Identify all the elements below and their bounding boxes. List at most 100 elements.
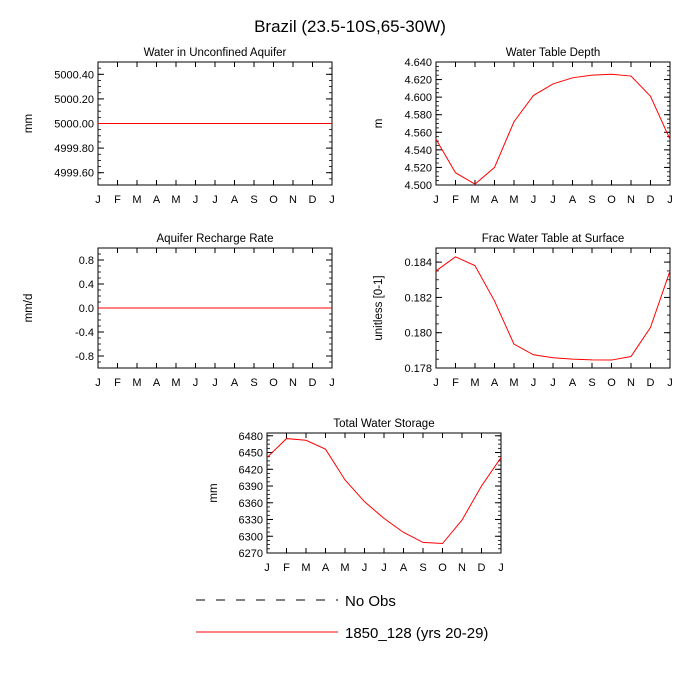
x-tick-label: J	[329, 194, 335, 206]
legend: No Obs 1850_128 (yrs 20-29)	[196, 593, 488, 642]
x-tick-label: A	[569, 377, 577, 389]
y-tick-label: 6300	[239, 531, 263, 543]
y-axis-label: m	[373, 119, 385, 129]
x-tick-label: S	[419, 562, 426, 574]
y-tick-label: 0.182	[404, 292, 432, 304]
x-tick-label: J	[531, 377, 537, 389]
x-tick-label: D	[647, 377, 655, 389]
x-tick-label: J	[381, 562, 387, 574]
y-tick-label: 6420	[239, 464, 263, 476]
x-tick-label: J	[531, 194, 537, 206]
y-tick-label: 6330	[239, 515, 263, 527]
x-tick-label: N	[627, 377, 635, 389]
x-tick-label: J	[433, 194, 439, 206]
series-line-model	[266, 438, 502, 545]
x-tick-label: A	[153, 194, 161, 206]
x-tick-label: J	[264, 562, 270, 574]
y-tick-label: -0.8	[75, 351, 94, 363]
x-tick-label: D	[309, 194, 317, 206]
x-tick-label: A	[231, 194, 239, 206]
y-axis-label: mm	[23, 114, 35, 133]
y-tick-label: 4.540	[404, 145, 432, 157]
x-tick-label: J	[212, 194, 218, 206]
x-tick-label: F	[283, 562, 290, 574]
x-tick-label: D	[478, 562, 486, 574]
y-tick-label: 6390	[239, 481, 263, 493]
x-tick-label: S	[250, 194, 257, 206]
x-tick-label: S	[588, 194, 595, 206]
x-tick-label: A	[231, 377, 239, 389]
panel-title: Frac Water Table at Surface	[482, 233, 625, 245]
x-tick-label: M	[340, 562, 349, 574]
x-tick-label: A	[569, 194, 577, 206]
x-tick-label: J	[95, 377, 101, 389]
y-tick-label: 0.8	[79, 255, 94, 267]
x-tick-label: F	[114, 194, 121, 206]
series-line-model	[435, 256, 671, 361]
y-tick-label: 4.580	[404, 110, 432, 122]
x-tick-label: F	[452, 377, 459, 389]
x-tick-label: O	[269, 377, 278, 389]
x-tick-label: M	[470, 194, 479, 206]
y-tick-label: 0.4	[79, 279, 94, 291]
x-tick-label: O	[607, 194, 616, 206]
y-tick-label: 4999.80	[54, 143, 94, 155]
x-tick-label: J	[95, 194, 101, 206]
y-tick-label: 5000.00	[54, 119, 94, 131]
x-tick-label: N	[289, 194, 297, 206]
y-tick-label: 6450	[239, 448, 263, 460]
x-tick-label: J	[212, 377, 218, 389]
x-tick-label: A	[400, 562, 408, 574]
x-tick-label: J	[193, 194, 199, 206]
x-tick-label: D	[647, 194, 655, 206]
x-tick-label: F	[452, 194, 459, 206]
x-tick-label: M	[509, 194, 518, 206]
legend-label-no-obs: No Obs	[345, 593, 396, 610]
x-tick-label: O	[269, 194, 278, 206]
x-tick-label: J	[193, 377, 199, 389]
x-tick-label: F	[114, 377, 121, 389]
y-tick-label: 4999.60	[54, 168, 94, 180]
y-tick-label: 6270	[239, 548, 263, 560]
y-tick-label: 4.620	[404, 75, 432, 87]
y-tick-label: -0.4	[75, 327, 94, 339]
x-tick-label: J	[498, 562, 504, 574]
x-tick-label: A	[153, 377, 161, 389]
y-tick-label: 0.178	[404, 363, 432, 375]
x-tick-label: A	[491, 194, 499, 206]
y-tick-label: 6360	[239, 498, 263, 510]
x-tick-label: J	[550, 377, 556, 389]
x-tick-label: M	[171, 194, 180, 206]
y-tick-label: 0.184	[404, 257, 432, 269]
x-tick-label: J	[667, 377, 673, 389]
x-tick-label: J	[667, 194, 673, 206]
x-tick-label: M	[509, 377, 518, 389]
y-tick-label: 4.600	[404, 92, 432, 104]
x-tick-label: D	[309, 377, 317, 389]
y-tick-label: 4.640	[404, 57, 432, 69]
y-tick-label: 4.560	[404, 127, 432, 139]
series-line-model	[435, 73, 671, 185]
x-tick-label: N	[289, 377, 297, 389]
panel-title: Total Water Storage	[333, 418, 434, 430]
y-tick-label: 6480	[239, 431, 263, 443]
x-tick-label: A	[491, 377, 499, 389]
x-tick-label: S	[250, 377, 257, 389]
x-tick-label: S	[588, 377, 595, 389]
x-tick-label: J	[329, 377, 335, 389]
y-axis-label: unitless [0-1]	[373, 275, 385, 340]
x-tick-label: O	[607, 377, 616, 389]
x-tick-label: N	[627, 194, 635, 206]
plot-frame	[266, 432, 502, 554]
x-tick-label: N	[458, 562, 466, 574]
legend-label-model: 1850_128 (yrs 20-29)	[345, 625, 488, 642]
x-tick-label: M	[132, 194, 141, 206]
x-tick-label: M	[301, 562, 310, 574]
x-tick-label: O	[438, 562, 447, 574]
figure-title: Brazil (23.5-10S,65-30W)	[254, 17, 446, 36]
